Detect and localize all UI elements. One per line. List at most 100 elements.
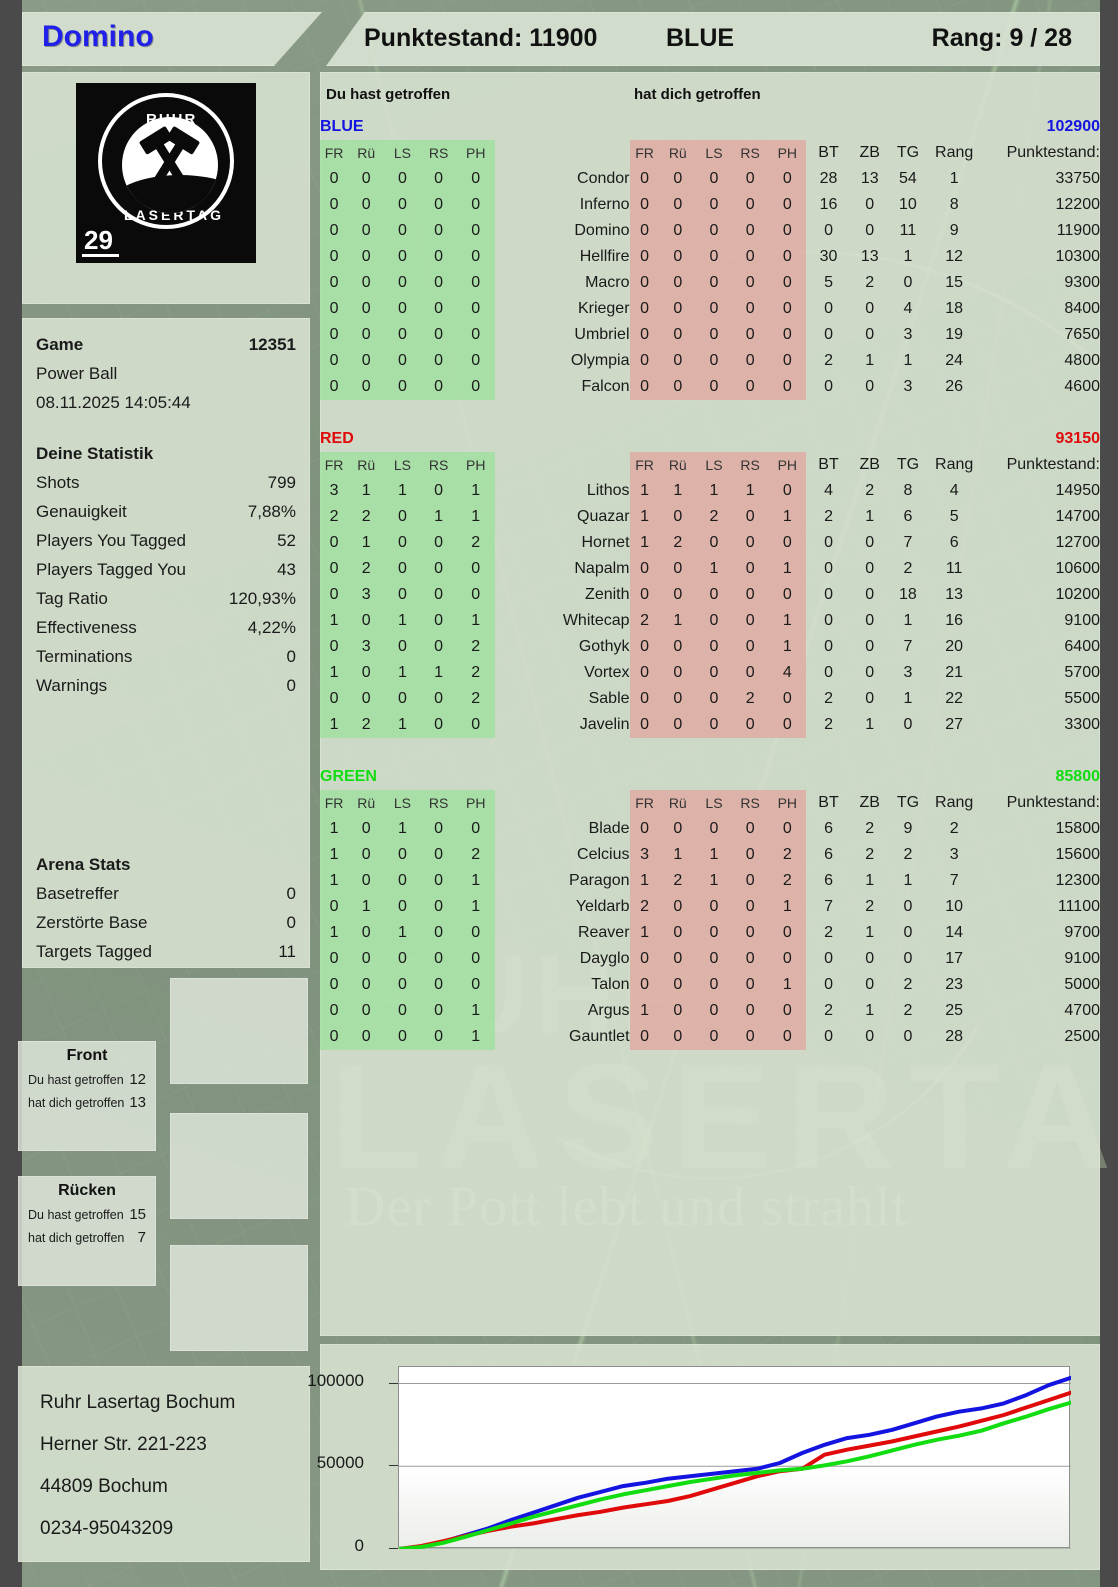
hityou-LS: 0 — [695, 712, 733, 738]
player-row[interactable]: 1 0 1 0 0 Blade 0 0 0 0 0 6 2 9 2 15800 — [320, 816, 1100, 842]
youhit-RS: 0 — [420, 608, 457, 634]
team-spacer — [320, 400, 1100, 426]
youhit-RS: 0 — [420, 348, 457, 374]
hityou-Rü: 0 — [659, 686, 696, 712]
stat-zb: 0 — [865, 326, 875, 343]
youhit-Rü: 0 — [348, 374, 385, 400]
stat-tg: 4 — [903, 300, 913, 317]
player-row[interactable]: 0 0 0 0 1 Argus 1 0 0 0 0 2 1 2 25 4700 — [320, 998, 1100, 1024]
player-row[interactable]: 0 0 0 0 0 Umbriel 0 0 0 0 0 0 0 3 19 7650 — [320, 322, 1100, 348]
player-row[interactable]: 0 0 0 0 0 Condor 0 0 0 0 0 28 13 54 1 33750 — [320, 166, 1100, 192]
stat-bt: 0 — [824, 222, 833, 239]
player-row[interactable]: 0 0 0 0 2 Sable 0 0 0 2 0 2 0 1 22 5500 — [320, 686, 1100, 712]
hityou-PH: 0 — [768, 946, 807, 972]
hityou-RS: 0 — [732, 504, 769, 530]
stat-tg: 1 — [903, 248, 913, 265]
youhit-FR: 1 — [320, 842, 349, 868]
col-header-hityou-RS: RS — [732, 140, 769, 166]
bodypart-back: Rücken Du hast getroffen 15 hat dich getrof… — [18, 1176, 156, 1286]
hityou-LS: 0 — [695, 686, 733, 712]
stat-tg: 0 — [903, 898, 913, 915]
hityou-Rü: 0 — [659, 296, 696, 322]
player-row[interactable]: 0 0 0 0 0 Falcon 0 0 0 0 0 0 0 3 26 4600 — [320, 374, 1100, 400]
youhit-RS: 0 — [420, 192, 457, 218]
player-row[interactable]: 2 2 0 1 1 Quazar 1 0 2 0 1 2 1 6 5 14700 — [320, 504, 1100, 530]
player-row[interactable]: 1 0 0 0 2 Celcius 3 1 1 0 2 6 2 2 3 15600 — [320, 842, 1100, 868]
hityou-PH: 0 — [768, 582, 807, 608]
player-row[interactable]: 1 0 1 1 2 Vortex 0 0 0 0 4 0 0 3 21 5700 — [320, 660, 1100, 686]
arena-stat-row: Targets Tagged 11 — [36, 937, 296, 966]
player-row[interactable]: 0 1 0 0 2 Hornet 1 2 0 0 0 0 0 7 6 12700 — [320, 530, 1100, 556]
hityou-RS: 0 — [732, 946, 769, 972]
hityou-FR: 0 — [629, 946, 660, 972]
player-row[interactable]: 3 1 1 0 1 Lithos 1 1 1 1 0 4 2 8 4 14950 — [320, 478, 1100, 504]
stat-label: Tag Ratio — [36, 589, 108, 608]
stat-value: 0 — [286, 676, 296, 695]
youhit-Rü: 0 — [348, 686, 385, 712]
player-row[interactable]: 0 3 0 0 0 Zenith 0 0 0 0 0 0 0 18 13 10200 — [320, 582, 1100, 608]
player-row[interactable]: 1 0 1 0 1 Whitecap 2 1 0 0 1 0 0 1 16 9100 — [320, 608, 1100, 634]
player-row[interactable]: 1 0 1 0 0 Reaver 1 0 0 0 0 2 1 0 14 9700 — [320, 920, 1100, 946]
hityou-FR: 0 — [629, 582, 660, 608]
col-header-hityou-Rü: Rü — [659, 790, 696, 816]
stat-rang: 27 — [945, 716, 964, 733]
stat-tg: 0 — [903, 950, 913, 967]
player-row[interactable]: 0 0 0 0 0 Inferno 0 0 0 0 0 16 0 10 8 12200 — [320, 192, 1100, 218]
stat-points: 12200 — [1055, 196, 1101, 213]
chart-ytick-mark — [389, 1465, 398, 1467]
arena-stats-list: Basetreffer 0 Zerstörte Base 0 Targets Tagge… — [36, 879, 296, 966]
youhit-PH: 0 — [456, 712, 495, 738]
col-header-spacer — [495, 452, 630, 478]
hityou-PH: 0 — [768, 166, 807, 192]
player-row[interactable]: 0 0 0 0 0 Domino 0 0 0 0 0 0 0 11 9 11900 — [320, 218, 1100, 244]
hityou-RS: 0 — [732, 270, 769, 296]
game-datetime-row: 08.11.2025 14:05:44 — [36, 388, 296, 417]
player-row[interactable]: 0 0 0 0 1 Gauntlet 0 0 0 0 0 0 0 0 28 2500 — [320, 1024, 1100, 1050]
team-name: RED — [320, 430, 354, 447]
player-row[interactable]: 0 3 0 0 2 Gothyk 0 0 0 0 1 0 0 7 20 6400 — [320, 634, 1100, 660]
player-row[interactable]: 0 2 0 0 0 Napalm 0 0 1 0 1 0 0 2 11 10600 — [320, 556, 1100, 582]
hityou-Rü: 1 — [659, 608, 696, 634]
game-mode-row: Power Ball — [36, 359, 296, 388]
stat-bt: 0 — [824, 664, 833, 681]
player-row[interactable]: 0 0 0 0 0 Talon 0 0 0 0 1 0 0 2 23 5000 — [320, 972, 1100, 998]
player-row[interactable]: 0 0 0 0 0 Olympia 0 0 0 0 0 2 1 1 24 4800 — [320, 348, 1100, 374]
player-row[interactable]: 0 0 0 0 0 Krieger 0 0 0 0 0 0 0 4 18 8400 — [320, 296, 1100, 322]
player-row[interactable]: 0 0 0 0 0 Hellfire 0 0 0 0 0 30 13 1 12 10300 — [320, 244, 1100, 270]
col-header-hityou-LS: LS — [695, 140, 733, 166]
stat-tg: 2 — [903, 560, 913, 577]
youhit-LS: 0 — [384, 556, 421, 582]
stat-row: Shots 799 — [36, 468, 296, 497]
stat-bt: 2 — [824, 508, 833, 525]
youhit-RS: 1 — [420, 660, 457, 686]
hityou-PH: 0 — [768, 270, 807, 296]
stat-points: 9700 — [1064, 924, 1100, 941]
hityou-LS: 0 — [695, 374, 733, 400]
stat-rang: 23 — [945, 976, 964, 993]
player-row[interactable]: 0 0 0 0 0 Macro 0 0 0 0 0 5 2 0 15 9300 — [320, 270, 1100, 296]
stat-bt: 0 — [824, 976, 833, 993]
team-total-score: 102900 — [1046, 118, 1100, 135]
player-row[interactable]: 0 1 0 0 1 Yeldarb 2 0 0 0 1 7 2 0 10 11100 — [320, 894, 1100, 920]
scoreboard-table: BLUE 102900 FR Rü LS RS PH FR Rü LS RS PH BT ZB TG Rang… — [320, 114, 1100, 1050]
arena-stat-label: Zerstörte Base — [36, 913, 148, 932]
stat-rang: 11 — [945, 560, 963, 577]
player-row[interactable]: 1 0 0 0 1 Paragon 1 2 1 0 2 6 1 1 7 12300 — [320, 868, 1100, 894]
stat-zb: 0 — [865, 976, 875, 993]
youhit-FR: 0 — [320, 946, 349, 972]
youhit-Rü: 1 — [348, 894, 385, 920]
col-header-youhit-RS: RS — [420, 790, 457, 816]
hityou-LS: 0 — [695, 816, 733, 842]
player-row[interactable]: 0 0 0 0 0 Dayglo 0 0 0 0 0 0 0 0 17 9100 — [320, 946, 1100, 972]
hityou-PH: 0 — [768, 816, 807, 842]
col-header-youhit-PH: PH — [456, 140, 495, 166]
player-name-cell: Umbriel — [574, 326, 630, 343]
youhit-Rü: 0 — [348, 972, 385, 998]
stat-bt: 2 — [824, 716, 833, 733]
bodypart-phasor — [170, 1245, 308, 1351]
stat-points: 4700 — [1064, 1002, 1100, 1019]
player-row[interactable]: 1 2 1 0 0 Javelin 0 0 0 0 0 2 1 0 27 3300 — [320, 712, 1100, 738]
youhit-LS: 1 — [384, 478, 421, 504]
bodypart-front: Front Du hast getroffen 12 hat dich getroff… — [18, 1041, 156, 1151]
youhit-LS: 0 — [384, 530, 421, 556]
